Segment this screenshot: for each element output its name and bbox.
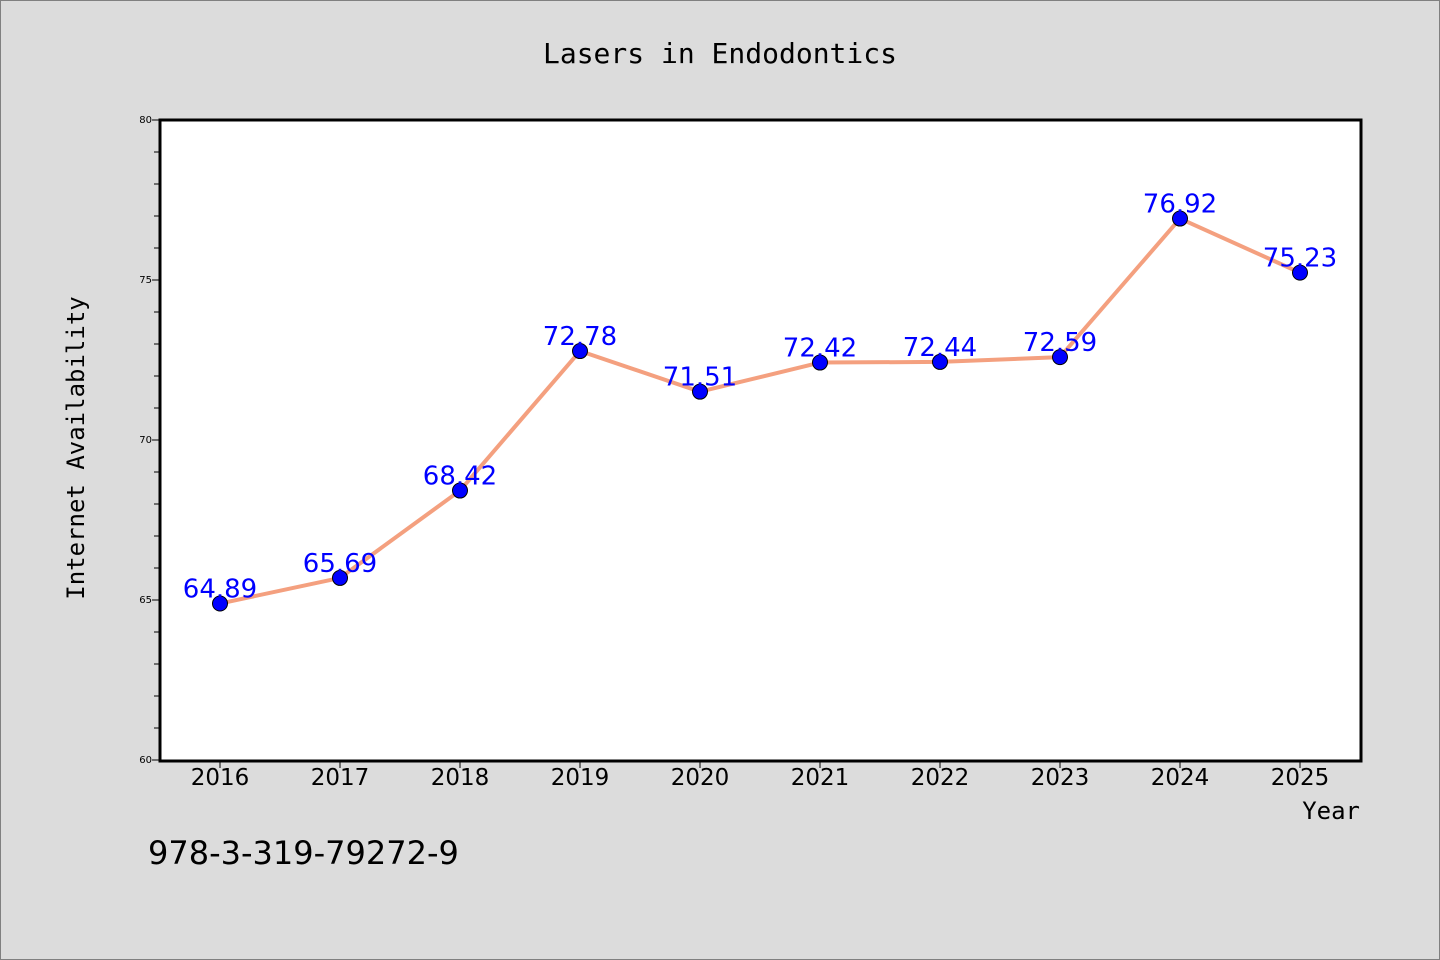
data-label: 71.51	[663, 363, 737, 393]
series-layer: 64.89 65.69 68.42 72.78 71.51 72.42 72.44 72.59…	[183, 190, 1337, 612]
data-point	[572, 343, 588, 360]
x-tick-label: 2023	[1031, 765, 1090, 791]
data-label: 68.42	[423, 462, 497, 492]
y-tick-label: 60	[139, 755, 152, 766]
x-tick-label: 2019	[551, 765, 610, 791]
data-point	[212, 595, 228, 612]
data-label: 65.69	[303, 549, 377, 579]
x-tick-label: 2020	[671, 765, 730, 791]
data-label: 75.23	[1263, 244, 1337, 274]
plot-area	[158, 118, 1363, 763]
data-label: 72.44	[903, 333, 977, 363]
data-point	[1052, 349, 1068, 366]
x-tick-label: 2016	[191, 765, 250, 791]
x-axis-label: Year	[1302, 797, 1360, 825]
data-point	[812, 354, 828, 371]
data-label: 76.92	[1143, 190, 1217, 220]
data-point	[1172, 210, 1188, 227]
x-tick-label: 2025	[1271, 765, 1330, 791]
y-tick-label: 65	[139, 595, 152, 606]
x-tick-label: 2017	[311, 765, 370, 791]
data-label: 72.42	[783, 334, 857, 364]
data-point	[932, 353, 948, 370]
x-tick-label: 2022	[911, 765, 970, 791]
data-point	[1292, 264, 1308, 281]
x-tick-label: 2021	[791, 765, 850, 791]
data-label: 72.59	[1023, 328, 1097, 358]
x-tick-label: 2024	[1151, 765, 1210, 791]
data-point	[452, 482, 468, 499]
data-point	[692, 383, 708, 400]
data-label: 72.78	[543, 322, 617, 352]
y-axis: 60 65 70 75 80	[139, 115, 160, 766]
y-axis-label: Internet Availability	[62, 296, 90, 599]
y-tick-label: 70	[139, 435, 152, 446]
chart-title: Lasers in Endodontics	[543, 37, 897, 70]
data-point	[332, 569, 348, 586]
x-tick-label: 2018	[431, 765, 490, 791]
series-line	[218, 216, 1302, 606]
y-tick-label: 80	[139, 115, 152, 126]
y-tick-label: 75	[139, 275, 152, 286]
data-label: 64.89	[183, 575, 257, 605]
footer-id-text: 978-3-319-79272-9	[148, 834, 459, 872]
x-axis: 2016 2017 2018 2019 2020 2021 2022 2023 2024 2025	[191, 760, 1330, 791]
